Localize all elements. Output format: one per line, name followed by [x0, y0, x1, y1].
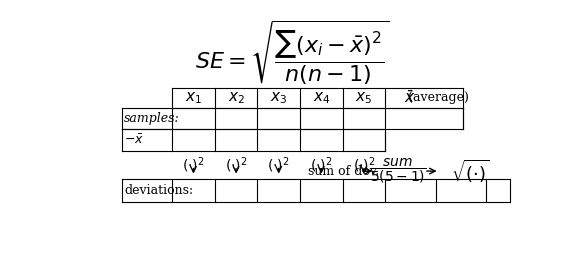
Text: deviations:: deviations:: [124, 184, 193, 197]
Text: samples:: samples:: [124, 112, 180, 125]
Text: $-\bar{x}$: $-\bar{x}$: [124, 134, 144, 147]
Text: $\bar{x}$: $\bar{x}$: [404, 90, 416, 106]
Text: sum of dev.: sum of dev.: [308, 165, 379, 178]
Text: $(\cdot)^2$: $(\cdot)^2$: [267, 156, 290, 175]
Text: $(\cdot)^2$: $(\cdot)^2$: [310, 156, 333, 175]
Text: $x_1$: $x_1$: [185, 90, 202, 106]
Text: $x_4$: $x_4$: [312, 90, 330, 106]
Text: $x_3$: $x_3$: [270, 90, 287, 106]
Text: $(\cdot)^2$: $(\cdot)^2$: [353, 156, 375, 175]
Text: $x_2$: $x_2$: [227, 90, 244, 106]
Text: $\dfrac{sum}{5(5-1)}$: $\dfrac{sum}{5(5-1)}$: [370, 157, 427, 185]
Text: (average): (average): [408, 91, 468, 104]
Text: $(\cdot)^2$: $(\cdot)^2$: [225, 156, 247, 175]
Text: $\sqrt{(\cdot)}$: $\sqrt{(\cdot)}$: [451, 158, 490, 185]
Text: $SE = \sqrt{\dfrac{\sum(x_i - \bar{x})^2}{n(n-1)}}$: $SE = \sqrt{\dfrac{\sum(x_i - \bar{x})^2…: [195, 18, 389, 87]
Text: $(\cdot)^2$: $(\cdot)^2$: [182, 156, 205, 175]
Text: $x_5$: $x_5$: [355, 90, 372, 106]
